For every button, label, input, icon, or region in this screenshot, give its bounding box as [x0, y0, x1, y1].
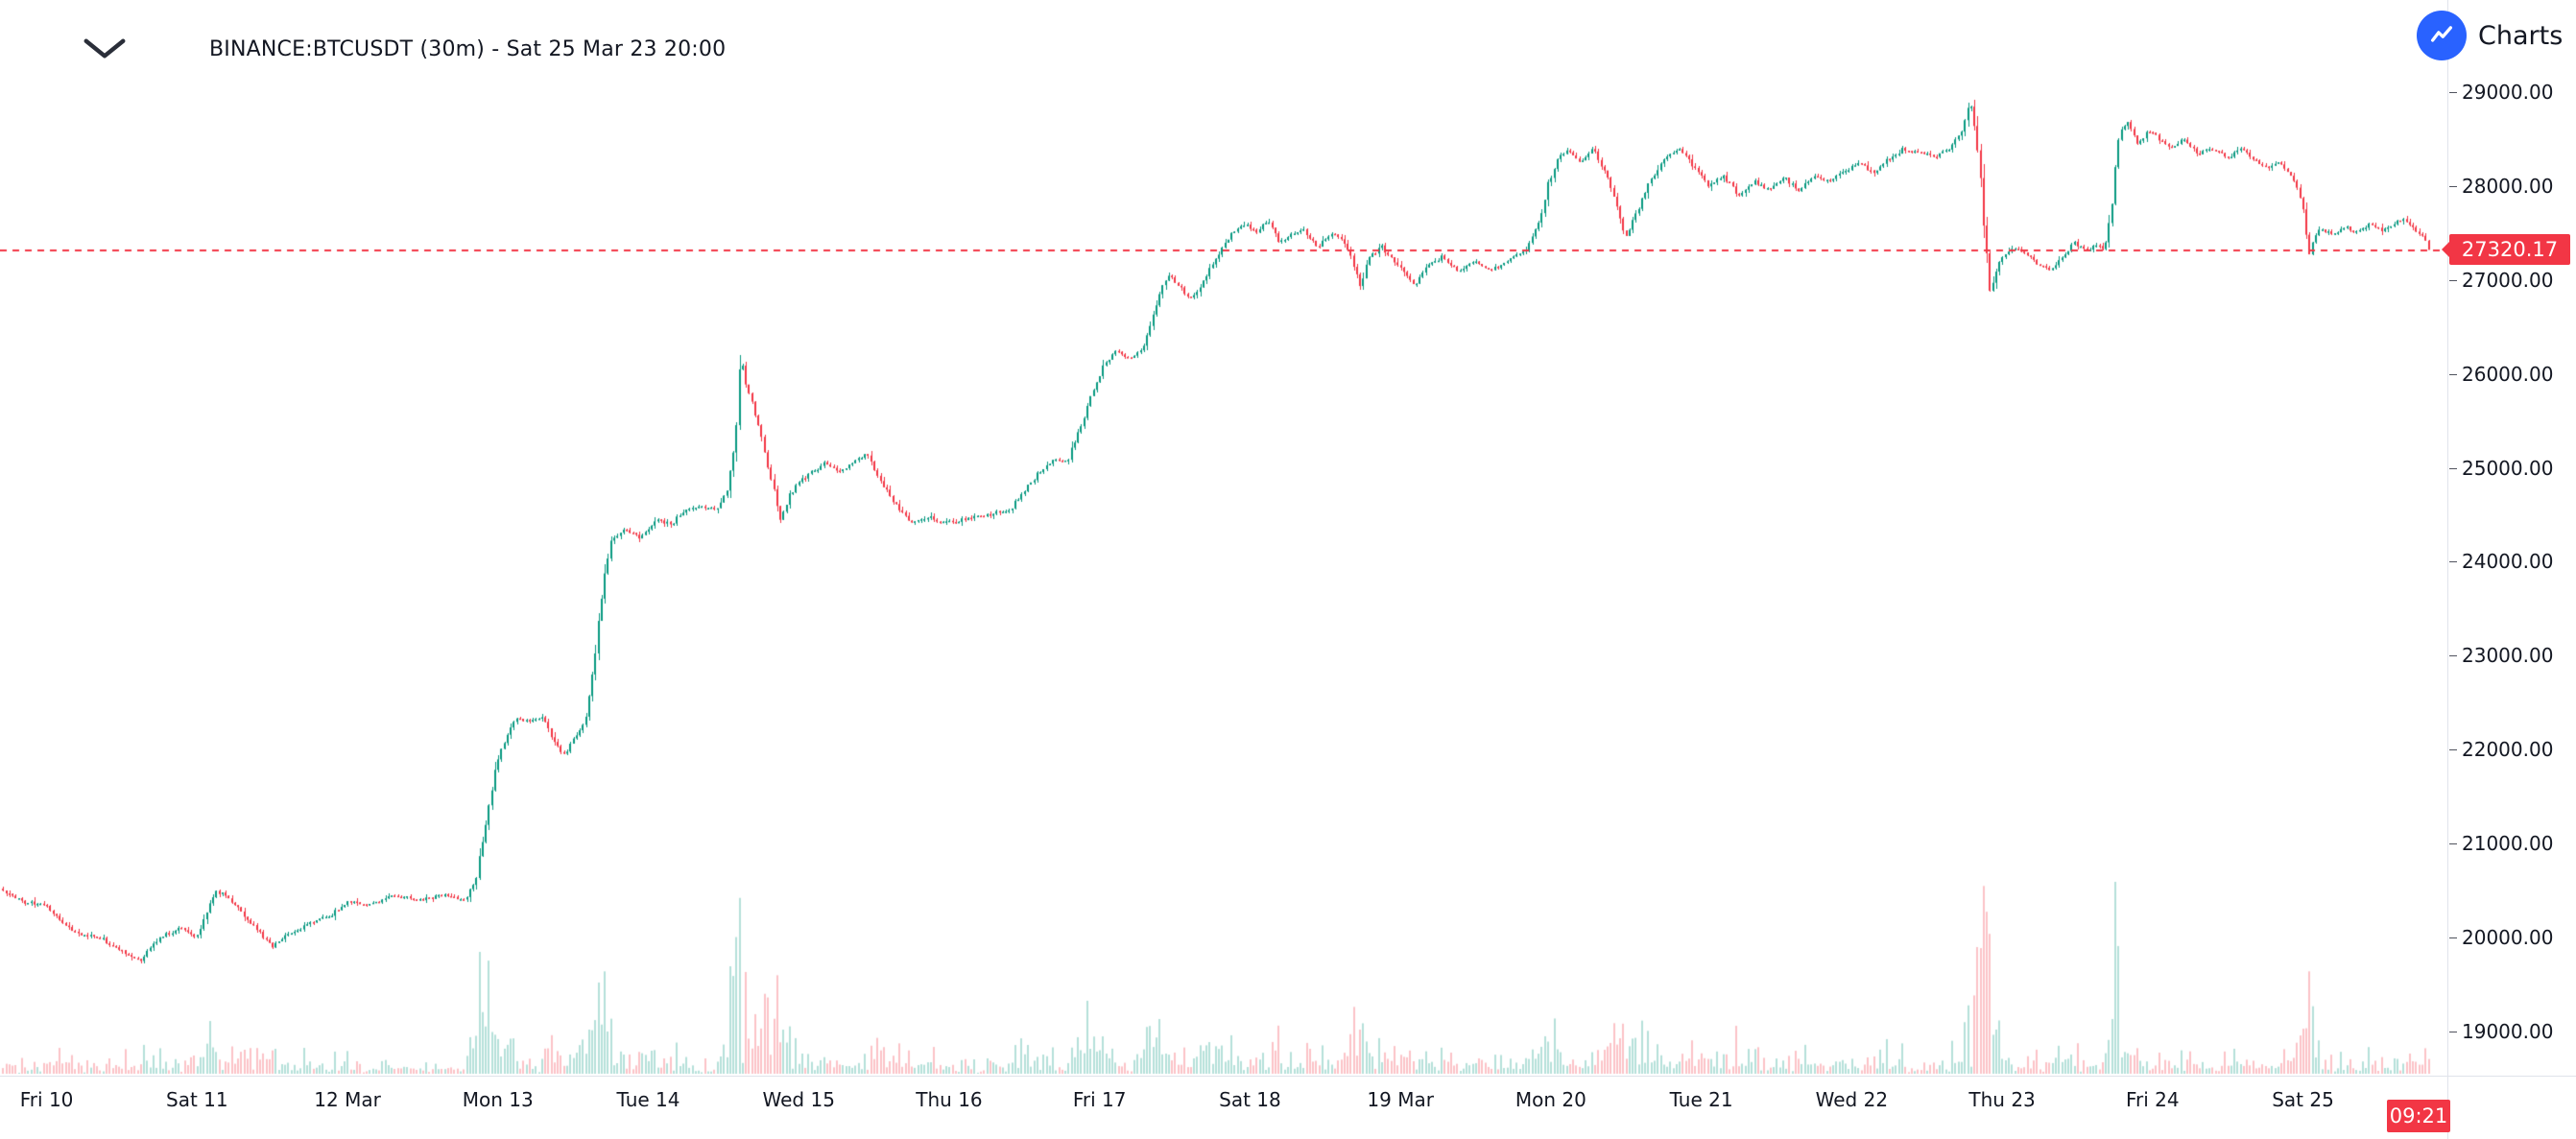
time-tick-label: Tue 14 — [616, 1088, 680, 1111]
charts-attribution-button[interactable]: Charts — [2417, 8, 2576, 63]
price-tick-label: 21000.00 — [2448, 832, 2554, 856]
time-tick-label: Mon 13 — [462, 1088, 534, 1111]
chart-legend: BINANCE:BTCUSDT (30m) - Sat 25 Mar 23 20… — [81, 27, 726, 71]
time-tick-label: Wed 15 — [762, 1088, 835, 1111]
legend-collapse-button[interactable] — [81, 27, 129, 71]
last-price-label: 27320.17 — [2449, 234, 2570, 266]
time-tick-label: Tue 21 — [1669, 1088, 1733, 1111]
time-tick-label: 19 Mar — [1367, 1088, 1434, 1111]
chevron-down-icon — [83, 38, 126, 59]
price-tick-label: 20000.00 — [2448, 926, 2554, 950]
time-axis[interactable]: Fri 10 Sat 11 12 Mar Mon 13 Tue 14 Wed 15 Thu … — [0, 1076, 2447, 1139]
price-axis[interactable]: 29000.00 28000.00 27000.00 26000.00 25000.00… — [2447, 0, 2576, 1076]
time-tick-label: Thu 16 — [916, 1088, 983, 1111]
price-tick-label: 19000.00 — [2448, 1019, 2554, 1043]
price-chart-canvas[interactable] — [0, 0, 2447, 1076]
charts-button-label: Charts — [2478, 20, 2564, 51]
time-tick-label: Fri 17 — [1072, 1088, 1127, 1111]
line-chart-icon — [2417, 11, 2467, 60]
time-tick-label: Mon 20 — [1515, 1088, 1586, 1111]
chart-title[interactable]: BINANCE:BTCUSDT (30m) - Sat 25 Mar 23 20… — [209, 36, 727, 61]
time-tick-label: 12 Mar — [314, 1088, 381, 1111]
time-tick-label: Sat 11 — [166, 1088, 228, 1111]
price-tick-label: 29000.00 — [2448, 80, 2554, 104]
time-tick-label: Thu 23 — [1968, 1088, 2036, 1111]
price-tick-label: 22000.00 — [2448, 738, 2554, 762]
time-tick-label: Fri 10 — [19, 1088, 74, 1111]
price-tick-label: 24000.00 — [2448, 550, 2554, 574]
price-tick-label: 23000.00 — [2448, 644, 2554, 668]
time-tick-label: Fri 24 — [2125, 1088, 2180, 1111]
time-tick-label: Sat 25 — [2272, 1088, 2334, 1111]
price-tick-label: 27000.00 — [2448, 268, 2554, 292]
current-time-badge: 09:21 — [2387, 1100, 2450, 1132]
price-tick-label: 25000.00 — [2448, 456, 2554, 480]
price-tick-label: 26000.00 — [2448, 362, 2554, 386]
price-tick-label: 28000.00 — [2448, 174, 2554, 198]
axis-corner — [2447, 1076, 2576, 1139]
time-tick-label: Wed 22 — [1815, 1088, 1889, 1111]
time-tick-label: Sat 18 — [1219, 1088, 1281, 1111]
